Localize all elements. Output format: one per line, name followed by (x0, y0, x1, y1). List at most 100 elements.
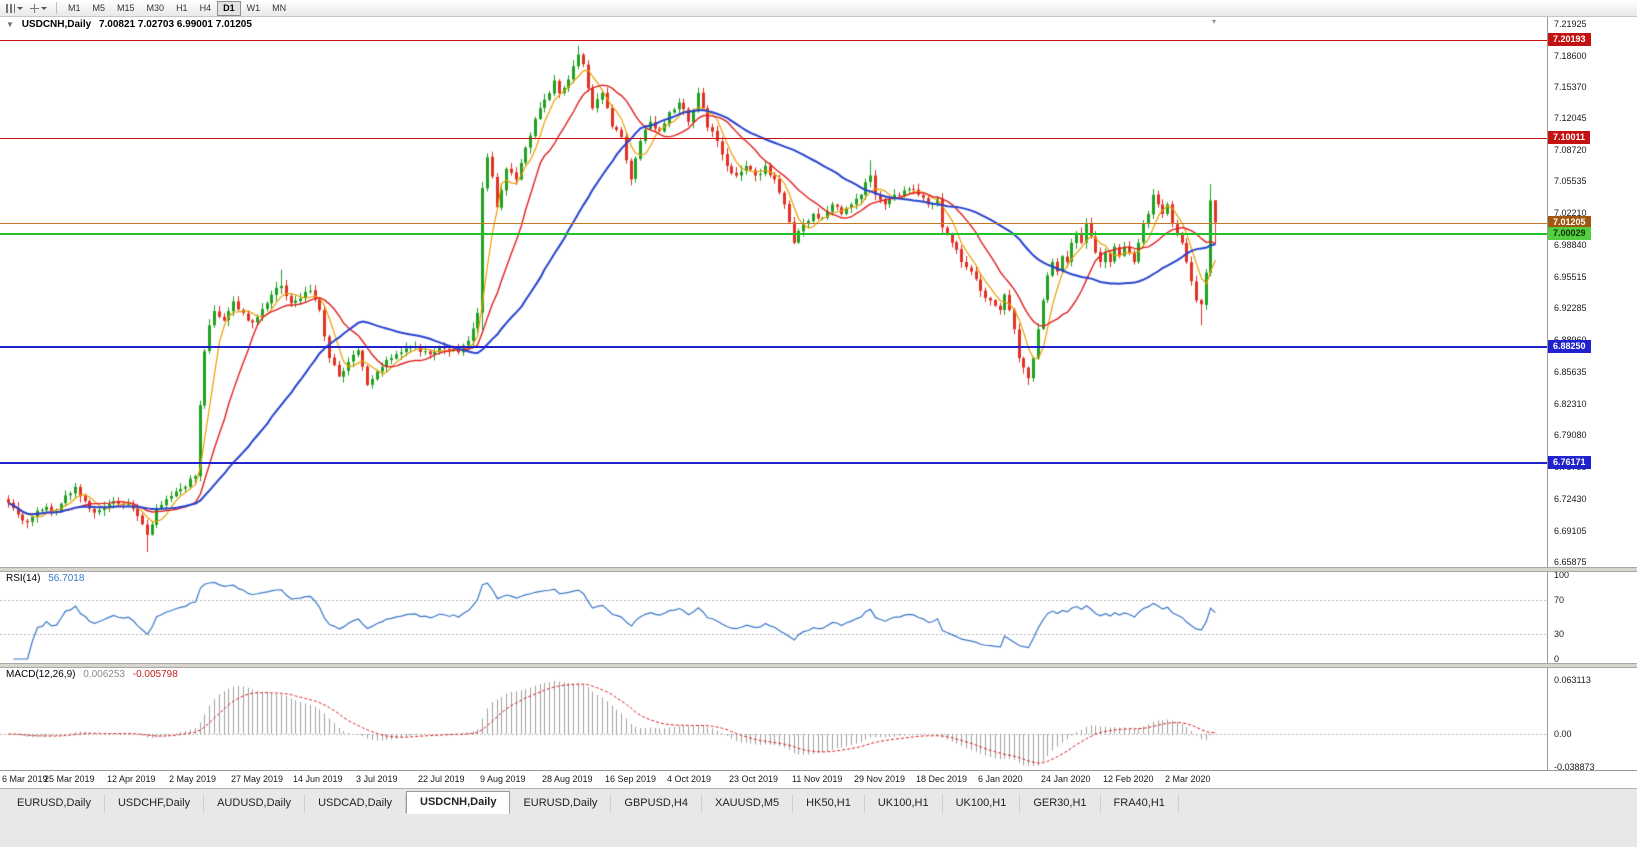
macd-canvas[interactable] (0, 666, 1547, 770)
date-label: 2 May 2019 (169, 774, 217, 784)
macd-indicator-pane[interactable]: MACD(12,26,9) 0.006253 -0.005798 (0, 666, 1547, 770)
horizontal-line-6.88250[interactable] (0, 346, 1547, 348)
date-label: 27 May 2019 (231, 774, 284, 784)
date-label: 14 Jun 2019 (293, 774, 343, 784)
chart-tab-bar: EURUSD,Daily USDCHF,Daily AUDUSD,Daily USDC… (0, 788, 1637, 814)
rsi-axis-label: 70 (1554, 595, 1565, 606)
chart-tab-ger30-h1[interactable]: GER30,H1 (1020, 794, 1101, 813)
rsi-title: RSI(14) 56.7018 (6, 573, 89, 584)
macd-axis-label: -0.038873 (1554, 762, 1595, 770)
ohlc-title: ▼ USDCNH,Daily 7.00821 7.02703 6.99001 7… (6, 19, 257, 30)
timeframe-button-h1[interactable]: H1 (176, 2, 188, 13)
main-price-pane[interactable]: ▼ USDCNH,Daily 7.00821 7.02703 6.99001 7… (0, 16, 1547, 567)
date-label: 2 Mar 2020 (1165, 774, 1211, 784)
chart-tab-fra40-h1[interactable]: FRA40,H1 (1101, 794, 1179, 813)
horizontal-line-7.10011[interactable] (0, 138, 1547, 139)
price-tick: 7.12045 (1554, 113, 1587, 124)
date-label: 6 Mar 2019 (2, 774, 48, 784)
horizontal-line-7.01205[interactable] (0, 223, 1547, 224)
timeframe-button-mn[interactable]: MN (272, 2, 287, 13)
macd-main-value-label: 0.006253 (83, 669, 125, 680)
horizontal-line-6.76171[interactable] (0, 462, 1547, 464)
timeframe-button-m1[interactable]: M1 (68, 2, 81, 13)
chart-tab-xauusd-m5[interactable]: XAUUSD,M5 (702, 794, 794, 813)
horizontal-line-7.00029[interactable] (0, 233, 1547, 235)
chart-tab-usdcad-daily[interactable]: USDCAD,Daily (305, 794, 407, 813)
price-tick: 7.21925 (1554, 18, 1587, 29)
rsi-axis-label: 0 (1554, 654, 1560, 664)
price-tick: 6.72430 (1554, 493, 1587, 504)
panel-resize-handle[interactable] (0, 567, 1637, 572)
timeframe-button-m5[interactable]: M5 (92, 2, 106, 13)
ohlc-values: 7.00821 7.02703 6.99001 7.01205 (98, 19, 252, 30)
rsi-indicator-pane[interactable]: RSI(14) 56.7018 (0, 570, 1547, 663)
one-click-panel-toggle-icon[interactable]: ▼ (6, 20, 14, 29)
price-tick: 6.79080 (1554, 430, 1587, 441)
price-badge-7.00029: 7.00029 (1548, 227, 1591, 240)
macd-signal-value-label: -0.005798 (132, 669, 178, 680)
timeframe-button-m15[interactable]: M15 (117, 2, 135, 13)
symbol-period-label: USDCNH,Daily (21, 19, 92, 30)
chart-tab-eurusd-daily[interactable]: EURUSD,Daily (4, 794, 105, 813)
timeframe-button-m30[interactable]: M30 (146, 2, 165, 13)
time-axis[interactable]: 6 Mar 2019 25 Mar 2019 12 Apr 2019 2 May 20… (0, 770, 1637, 789)
timeframe-button-h4[interactable]: H4 (199, 2, 212, 13)
date-label: 16 Sep 2019 (605, 774, 657, 784)
date-label: 12 Feb 2020 (1103, 774, 1154, 784)
price-tick: 7.05535 (1554, 175, 1587, 186)
timeframe-button-w1[interactable]: W1 (246, 2, 261, 13)
price-tick: 7.08720 (1554, 145, 1587, 156)
price-tick: 7.18600 (1554, 50, 1587, 61)
chart-tab-usdcnh-daily[interactable]: USDCNH,Daily (406, 791, 511, 814)
price-axis[interactable]: 7.21925 7.18600 7.15370 7.12045 7.08720 7.055… (1547, 16, 1637, 770)
rsi-value-label: 56.7018 (48, 573, 85, 584)
chart-type-button[interactable] (3, 1, 26, 15)
timeframe-button-d1[interactable]: D1 (217, 0, 241, 16)
crosshair-icon (30, 3, 39, 13)
dropdown-caret-icon (41, 6, 47, 10)
price-badge-6.76171: 6.76171 (1548, 456, 1591, 469)
rsi-name-label: RSI(14) (6, 573, 41, 584)
price-chart-canvas[interactable] (0, 16, 1547, 567)
date-label: 29 Nov 2019 (854, 774, 906, 784)
date-label: 23 Oct 2019 (729, 774, 779, 784)
chart-tab-hk50-h1[interactable]: HK50,H1 (793, 794, 865, 813)
date-label: 3 Jul 2019 (356, 774, 398, 784)
rsi-axis-label: 100 (1554, 570, 1570, 580)
price-badge-7.01205: 7.01205 (1548, 216, 1591, 229)
date-label: 22 Jul 2019 (418, 774, 465, 784)
date-label: 24 Jan 2020 (1041, 774, 1091, 784)
price-tick: 6.85635 (1554, 367, 1587, 378)
bar-chart-icon (6, 3, 15, 13)
date-label: 25 Mar 2019 (44, 774, 95, 784)
dropdown-caret-icon (17, 6, 23, 10)
price-badge-7.10011: 7.10011 (1548, 131, 1591, 144)
macd-axis-label: 0.063113 (1554, 675, 1591, 685)
timeframes-toolbar: M1 M5 M15 M30 H1 H4 D1 W1 MN (0, 0, 1637, 17)
price-badge-6.88250: 6.88250 (1548, 340, 1591, 353)
chart-tab-usdchf-daily[interactable]: USDCHF,Daily (105, 794, 205, 813)
price-tick: 6.82310 (1554, 399, 1587, 410)
date-label: 6 Jan 2020 (978, 774, 1023, 784)
timeframe-buttons-group: M1 M5 M15 M30 H1 H4 D1 W1 MN (62, 0, 292, 16)
date-label: 18 Dec 2019 (916, 774, 968, 784)
date-label: 28 Aug 2019 (542, 774, 593, 784)
toolbar-separator (56, 2, 57, 14)
crosshair-tool-button[interactable] (27, 1, 50, 15)
macd-axis-label: 0.00 (1554, 729, 1572, 739)
chart-tab-uk100-h1[interactable]: UK100,H1 (943, 794, 1021, 813)
rsi-canvas[interactable] (0, 570, 1547, 663)
price-tick: 6.95515 (1554, 272, 1587, 283)
date-label: 9 Aug 2019 (480, 774, 526, 784)
date-label: 11 Nov 2019 (792, 774, 843, 784)
chart-tab-audusd-daily[interactable]: AUDUSD,Daily (204, 794, 306, 813)
price-tick: 7.15370 (1554, 81, 1587, 92)
horizontal-line-7.20193[interactable] (0, 40, 1547, 41)
chart-tab-uk100-h1[interactable]: UK100,H1 (865, 794, 943, 813)
panel-resize-handle[interactable] (0, 663, 1637, 668)
chart-tab-eurusd-daily[interactable]: EURUSD,Daily (510, 794, 612, 813)
macd-title: MACD(12,26,9) 0.006253 -0.005798 (6, 669, 183, 680)
chart-tab-gbpusd-h4[interactable]: GBPUSD,H4 (611, 794, 702, 813)
price-tick: 6.92285 (1554, 303, 1587, 314)
chart-shift-marker-icon[interactable]: ▾ (1212, 17, 1217, 26)
